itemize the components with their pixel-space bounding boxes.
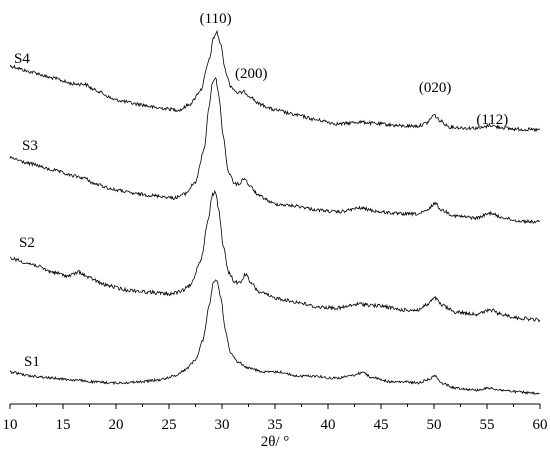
peak-label-0: (110)	[200, 11, 232, 27]
peak-label-1: (200)	[235, 66, 268, 82]
series-line-s2	[9, 190, 541, 323]
x-tick-label-15: 15	[56, 417, 71, 433]
peak-label-3: (112)	[476, 112, 508, 128]
x-axis-title: 2θ/ °	[261, 434, 290, 450]
peak-label-2: (020)	[419, 80, 452, 96]
series-label-s1: S1	[24, 354, 40, 370]
x-tick-label-40: 40	[321, 417, 336, 433]
series-label-s2: S2	[19, 235, 35, 251]
series-line-s3	[9, 77, 541, 224]
x-tick-label-55: 55	[480, 417, 495, 433]
x-tick-label-10: 10	[3, 417, 18, 433]
x-tick-label-60: 60	[533, 417, 548, 433]
x-tick-label-50: 50	[427, 417, 442, 433]
plot-area	[9, 29, 541, 396]
series-line-s1	[9, 279, 540, 396]
x-axis-ticks: 10 15 20 25 30 35 40 45 50 55 60	[3, 404, 548, 433]
label-layer: S4 S3 S2 S1 (110) (200) (020) (112)	[14, 11, 508, 370]
series-label-s3: S3	[22, 138, 38, 154]
series-label-s4: S4	[14, 51, 30, 67]
series-line-s4	[9, 29, 541, 133]
x-tick-label-45: 45	[374, 417, 389, 433]
x-tick-label-30: 30	[215, 417, 230, 433]
x-tick-label-20: 20	[109, 417, 124, 433]
x-tick-label-35: 35	[268, 417, 283, 433]
x-tick-label-25: 25	[162, 417, 177, 433]
